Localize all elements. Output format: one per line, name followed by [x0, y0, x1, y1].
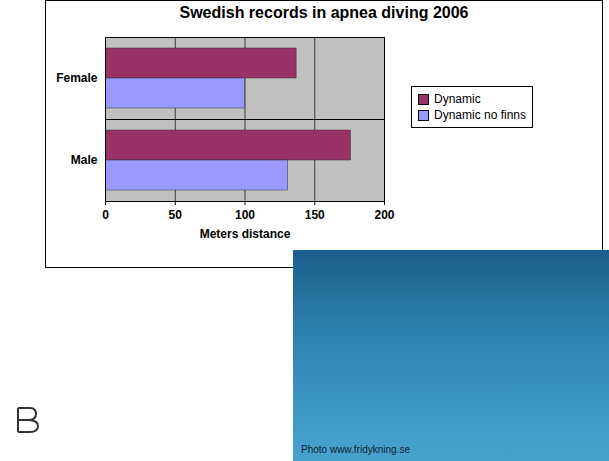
svg-text:200: 200 [374, 208, 394, 222]
html-text:Dynamic no finns: Dynamic no finns [434, 108, 526, 122]
svg-text:50: 50 [169, 208, 183, 222]
html-text:Photo www.fridykning.se: Photo www.fridykning.se [301, 444, 410, 455]
svg-text:Female: Female [56, 71, 98, 85]
html-text:Swedish records in apnea divin: Swedish records in apnea diving 2006 [179, 4, 469, 21]
svg-text:100: 100 [235, 208, 255, 222]
svg-text:0: 0 [102, 208, 109, 222]
svg-text:Male: Male [71, 153, 98, 167]
svg-text:Meters distance: Meters distance [200, 227, 291, 241]
html-text:Dynamic: Dynamic [434, 92, 481, 106]
svg-text:150: 150 [305, 208, 325, 222]
